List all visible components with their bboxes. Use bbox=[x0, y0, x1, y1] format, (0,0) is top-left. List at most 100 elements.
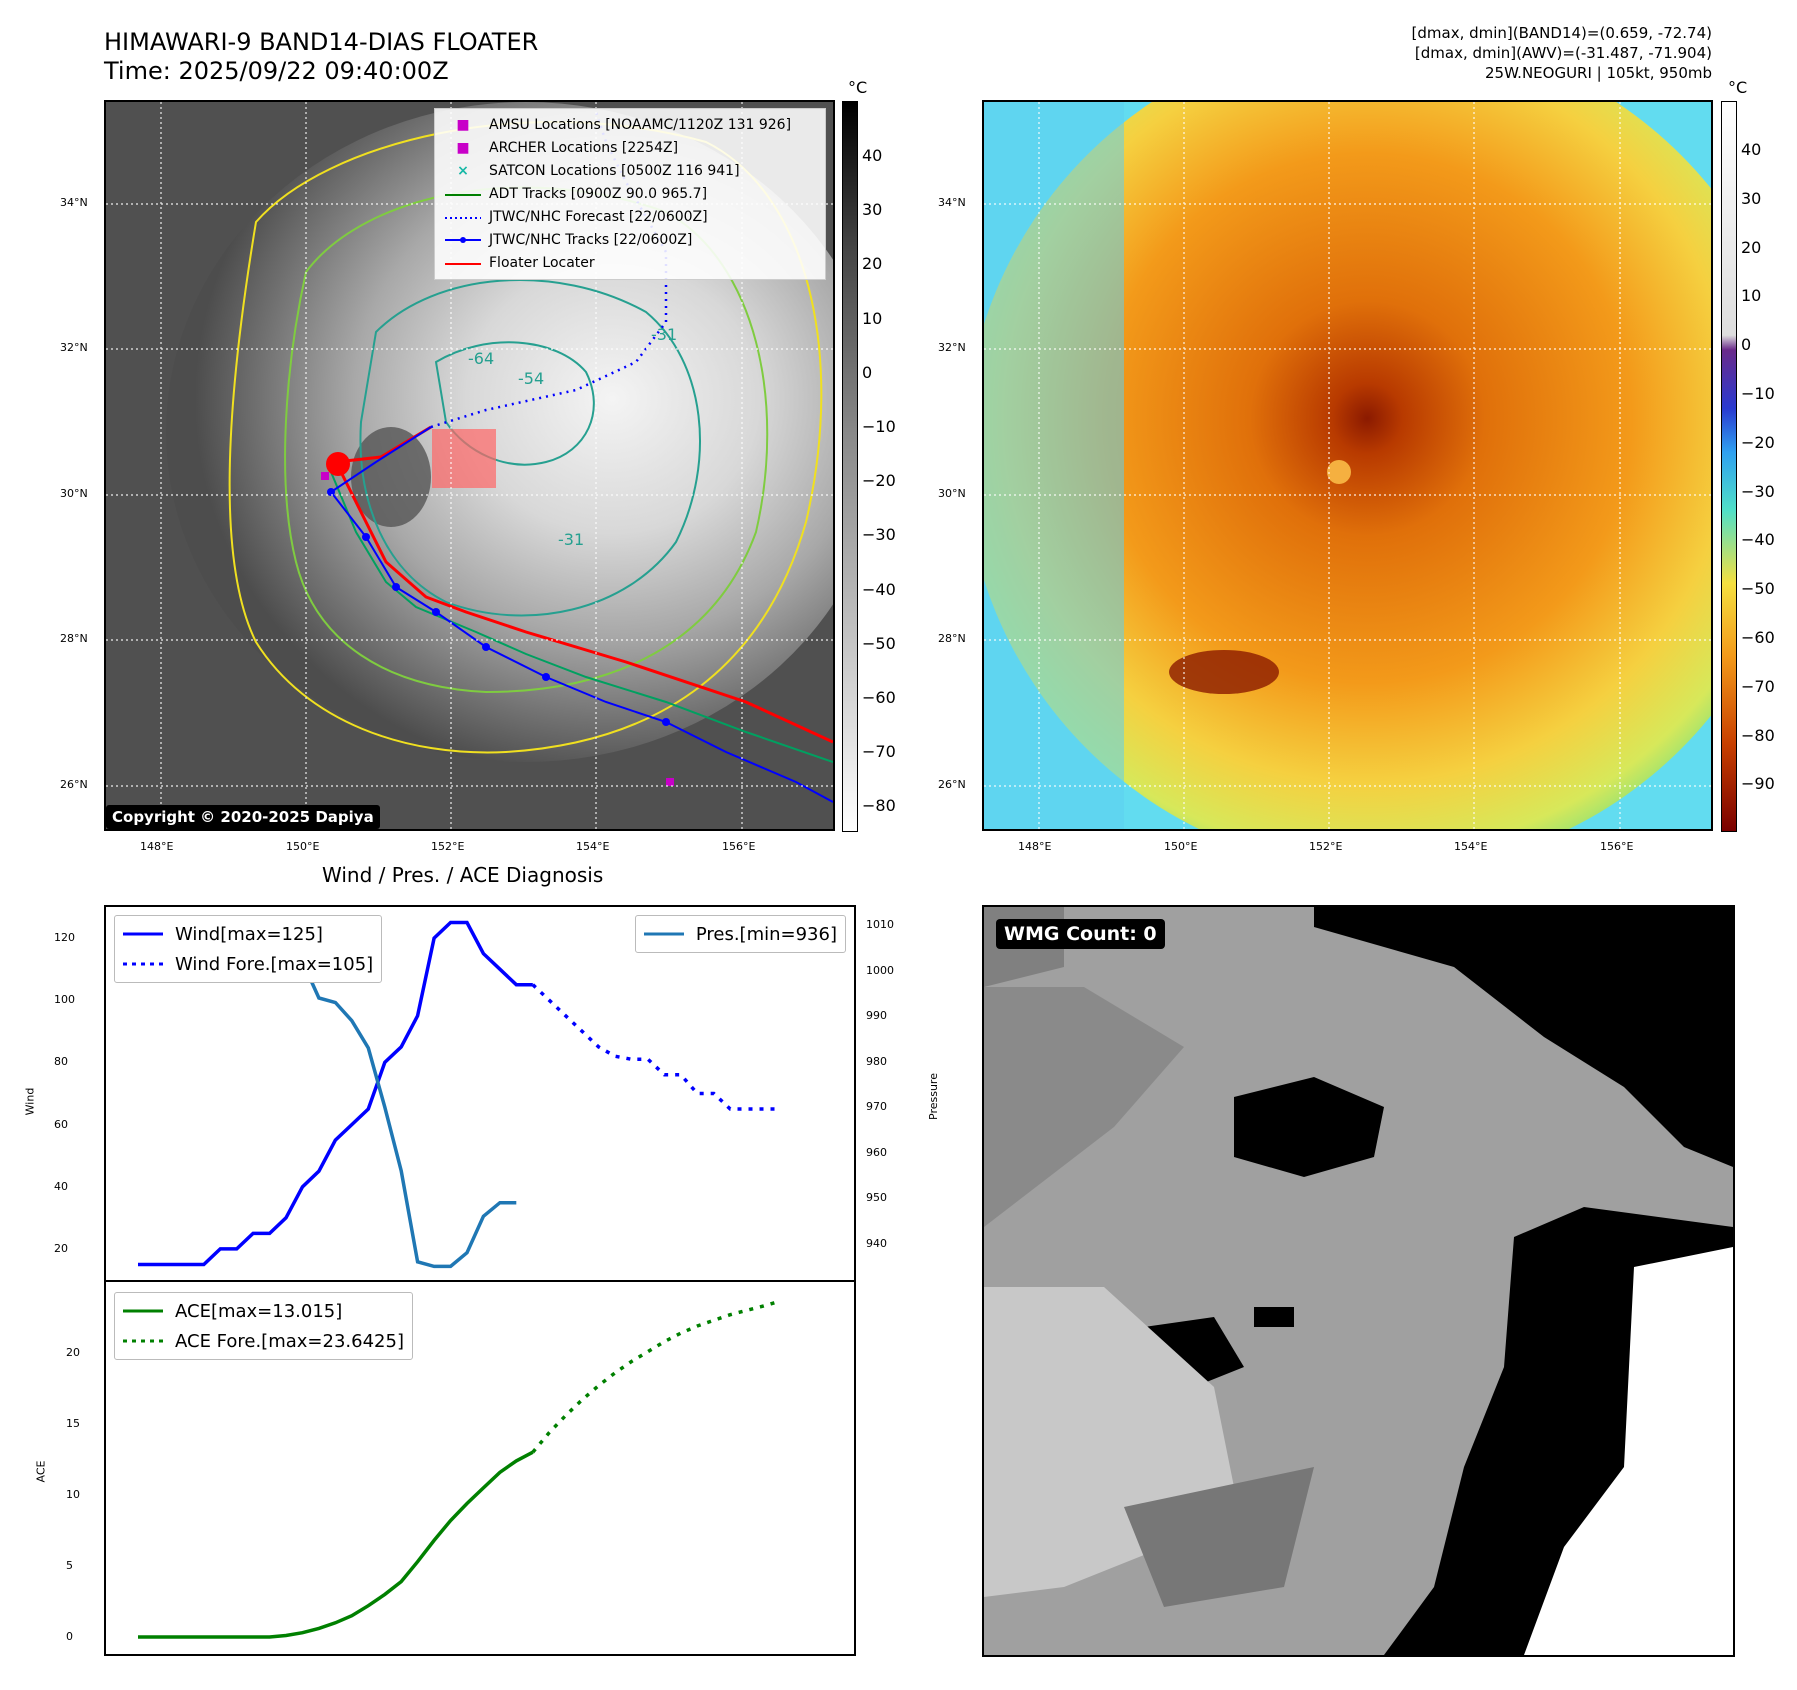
ace-panel: ACE[max=13.015] ACE Fore.[max=23.6425] bbox=[104, 1280, 856, 1656]
color-ir-panel bbox=[982, 100, 1713, 831]
dotted-line-icon bbox=[123, 1339, 163, 1343]
legend-adt: ADT Tracks [0900Z 90.0 965.7] bbox=[443, 182, 817, 205]
colorbar-tick: −20 bbox=[862, 471, 896, 491]
colorbar-tick: 10 bbox=[1741, 286, 1762, 306]
wind-legend: Wind[max=125] Wind Fore.[max=105] bbox=[114, 915, 383, 983]
colorbar-tick: −90 bbox=[1741, 774, 1775, 794]
legend-ace-fore: ACE Fore.[max=23.6425] bbox=[123, 1326, 404, 1356]
legend-wind: Wind[max=125] bbox=[123, 919, 373, 949]
figure-title: HIMAWARI-9 BAND14-DIAS FLOATER bbox=[104, 28, 539, 56]
dotted-line-icon bbox=[123, 962, 163, 966]
x-marker-icon: × bbox=[457, 162, 469, 179]
ace-tick: 10 bbox=[66, 1487, 80, 1501]
lon-label: 154°E bbox=[1454, 840, 1488, 853]
colorbar-tick: −80 bbox=[1741, 725, 1775, 745]
ace-tick: 15 bbox=[66, 1416, 80, 1430]
colorbar-unit: °C bbox=[848, 78, 868, 97]
wind-tick: 80 bbox=[54, 1055, 68, 1069]
pressure-axis-title: Pressure bbox=[926, 1073, 940, 1120]
lon-label: 154°E bbox=[576, 840, 610, 853]
lon-label: 152°E bbox=[1309, 840, 1343, 853]
lat-label: 32°N bbox=[938, 341, 966, 354]
lat-label: 26°N bbox=[60, 778, 88, 791]
wmg-image bbox=[984, 907, 1733, 1655]
colorbar-tick: 40 bbox=[1741, 140, 1762, 159]
ace-series-line bbox=[138, 1450, 534, 1639]
info-awv: [dmax, dmin](AWV)=(-31.487, -71.904) bbox=[1414, 44, 1712, 62]
colorbar-tick: −30 bbox=[1741, 481, 1775, 501]
legend-floater: Floater Locater bbox=[443, 251, 817, 274]
ace-tick: 20 bbox=[66, 1345, 80, 1359]
colorbar-tick: 30 bbox=[862, 200, 883, 220]
svg-text:-54: -54 bbox=[518, 369, 544, 388]
colorbar-tick: 40 bbox=[862, 146, 883, 165]
colorbar-tick: −70 bbox=[862, 742, 896, 762]
legend-forecast: JTWC/NHC Forecast [22/0600Z] bbox=[443, 205, 817, 228]
ace-plot bbox=[138, 1299, 780, 1639]
line-icon bbox=[443, 186, 483, 202]
colorbar-tick: 10 bbox=[862, 308, 883, 328]
wind-tick: 40 bbox=[54, 1179, 68, 1193]
square-marker-icon: ■ bbox=[456, 139, 470, 156]
colorbar-tick: −40 bbox=[862, 579, 896, 599]
legend-ace: ACE[max=13.015] bbox=[123, 1296, 404, 1326]
colorbar-tick: −10 bbox=[862, 417, 896, 436]
colorbar-tick: 0 bbox=[1741, 335, 1752, 355]
wmg-panel: WMG Count: 0 bbox=[982, 905, 1735, 1657]
gray-colorbar bbox=[842, 101, 858, 832]
colorbar-tick: −60 bbox=[862, 688, 896, 707]
figure-time: Time: 2025/09/22 09:40:00Z bbox=[104, 57, 449, 85]
legend-wind-fore: Wind Fore.[max=105] bbox=[123, 949, 373, 979]
pressure-tick: 1000 bbox=[866, 963, 894, 977]
colorbar-tick: 20 bbox=[1741, 237, 1762, 257]
square-marker-icon: ■ bbox=[456, 116, 470, 133]
ace-legend: ACE[max=13.015] ACE Fore.[max=23.6425] bbox=[114, 1292, 413, 1360]
wind-tick: 100 bbox=[54, 993, 75, 1007]
ace-forecast-series-line bbox=[531, 1299, 780, 1454]
wind-forecast-series-line bbox=[531, 983, 780, 1111]
lon-label: 148°E bbox=[1018, 840, 1052, 853]
info-band14: [dmax, dmin](BAND14)=(0.659, -72.74) bbox=[1411, 24, 1712, 42]
color-colorbar bbox=[1721, 101, 1737, 832]
lon-label: 150°E bbox=[1164, 840, 1198, 853]
colorbar-tick: −40 bbox=[1741, 530, 1775, 550]
lon-label: 148°E bbox=[140, 840, 174, 853]
wind-axis-title: Wind bbox=[23, 1087, 37, 1116]
colorbar-tick: −60 bbox=[1741, 628, 1775, 647]
color-ir-image bbox=[984, 102, 1711, 829]
wind-tick: 20 bbox=[54, 1241, 68, 1255]
line-icon bbox=[123, 1309, 163, 1313]
svg-text:-31: -31 bbox=[651, 325, 677, 344]
legend-amsu: ■ AMSU Locations [NOAAMC/1120Z 131 926] bbox=[443, 113, 817, 136]
svg-text:-64: -64 bbox=[468, 349, 494, 368]
ir-map-panel: -64 -54 -31 -31 ■ AMSU Locations [NOA bbox=[104, 100, 835, 831]
line-icon bbox=[123, 932, 163, 936]
map-legend: ■ AMSU Locations [NOAAMC/1120Z 131 926] ■… bbox=[434, 108, 826, 280]
lon-label: 156°E bbox=[1600, 840, 1634, 853]
wmg-count-badge: WMG Count: 0 bbox=[996, 919, 1165, 949]
lat-label: 30°N bbox=[60, 487, 88, 500]
lat-label: 30°N bbox=[938, 487, 966, 500]
line-dot-icon bbox=[443, 232, 483, 248]
ace-axis-title: ACE bbox=[34, 1460, 48, 1483]
lat-label: 28°N bbox=[60, 632, 88, 645]
ace-tick: 5 bbox=[66, 1558, 73, 1572]
lat-label: 32°N bbox=[60, 341, 88, 354]
diagnosis-title: Wind / Pres. / ACE Diagnosis bbox=[322, 863, 604, 887]
pressure-tick: 940 bbox=[866, 1236, 887, 1250]
wind-pres-panel: Wind[max=125] Wind Fore.[max=105] Pres.[… bbox=[104, 905, 856, 1282]
pressure-tick: 960 bbox=[866, 1145, 887, 1159]
pres-legend: Pres.[min=936] bbox=[634, 915, 846, 953]
pressure-tick: 970 bbox=[866, 1100, 887, 1114]
info-storm: 25W.NEOGURI | 105kt, 950mb bbox=[1484, 64, 1712, 82]
lon-label: 152°E bbox=[431, 840, 465, 853]
pressure-tick: 990 bbox=[866, 1009, 887, 1023]
wind-series-line bbox=[138, 920, 533, 1267]
colorbar-tick: 20 bbox=[862, 254, 883, 274]
legend-pres: Pres.[min=936] bbox=[643, 919, 837, 949]
legend-archer: ■ ARCHER Locations [2254Z] bbox=[443, 136, 817, 159]
lon-label: 150°E bbox=[286, 840, 320, 853]
pressure-tick: 980 bbox=[866, 1054, 887, 1068]
colorbar-tick: −50 bbox=[862, 633, 896, 653]
lat-label: 28°N bbox=[938, 632, 966, 645]
